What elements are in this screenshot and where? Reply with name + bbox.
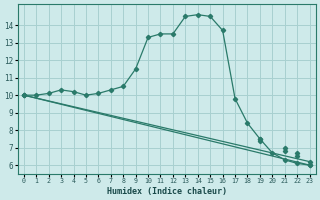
X-axis label: Humidex (Indice chaleur): Humidex (Indice chaleur): [107, 187, 227, 196]
